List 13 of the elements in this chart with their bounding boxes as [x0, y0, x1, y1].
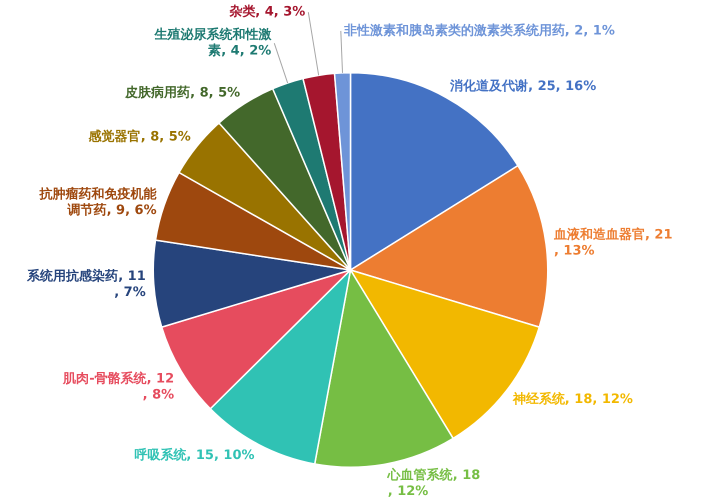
slice-label: 呼吸系统, 15, 10% [134, 446, 255, 463]
slice-label: 杂类, 4, 3% [228, 4, 306, 20]
slice-label: 系统用抗感染药, 11, 7% [26, 268, 146, 300]
slice-label: 生殖泌尿系统和性激素, 4, 2% [153, 26, 272, 59]
slice-label: 心血管系统, 18, 12% [386, 467, 480, 498]
slice-label: 抗肿瘤药和免疫机能调节药, 9, 6% [38, 186, 158, 218]
slice-label: 非性激素和胰岛素类的激素类系统用药, 2, 1% [342, 22, 615, 38]
slice-label: 血液和造血器官, 21, 13% [552, 226, 673, 258]
slice-label: 神经系统, 18, 12% [512, 391, 633, 408]
slice-label: 皮肤病用药, 8, 5% [124, 84, 240, 100]
slice-label: 感觉器官, 8, 5% [88, 128, 191, 144]
slice-label: 消化道及代谢, 25, 16% [449, 78, 596, 94]
slice-label: 肌肉-骨骼系统, 12, 8% [62, 370, 174, 402]
